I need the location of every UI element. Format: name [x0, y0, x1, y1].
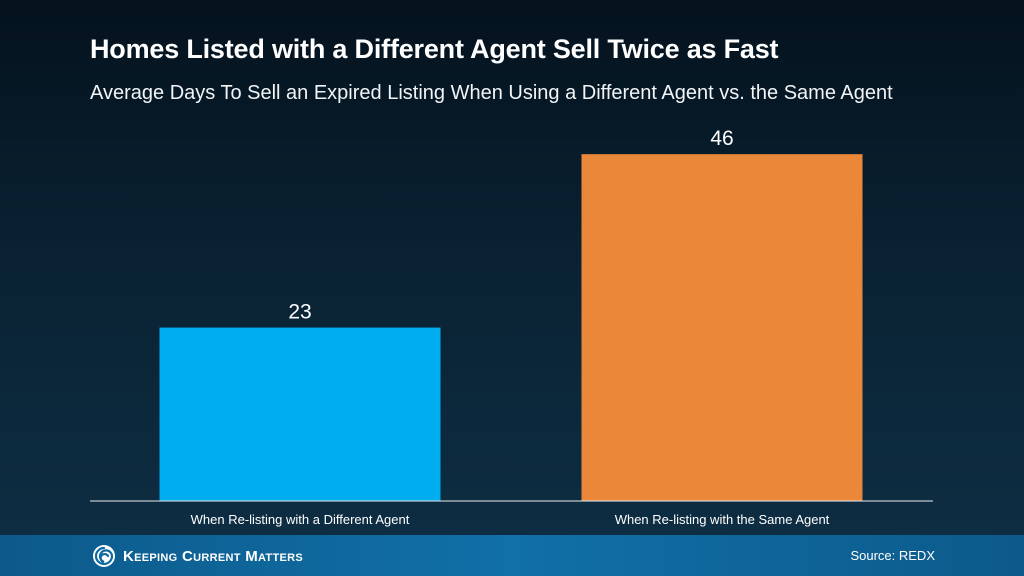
data-label-2: 46 [710, 127, 733, 150]
bar-2 [581, 154, 863, 501]
brand-logo: Keeping Current Matters [92, 544, 303, 568]
spiral-logo-icon [93, 545, 115, 567]
footer-bar: Keeping Current Matters Source: REDX [0, 535, 1024, 576]
source-note: Source: REDX [850, 548, 935, 563]
chart-subtitle: Average Days To Sell an Expired Listing … [90, 82, 893, 104]
chart-title: Homes Listed with a Different Agent Sell… [90, 34, 779, 64]
bar-group [159, 154, 863, 501]
brand-name: Keeping Current Matters [123, 547, 303, 565]
bar-chart: 23 When Re-listing with a Different Agent… [90, 127, 933, 527]
label-group: 23 When Re-listing with a Different Agent… [191, 127, 830, 527]
data-label-1: 23 [288, 301, 311, 324]
category-label-2: When Re-listing with the Same Agent [615, 512, 830, 527]
category-label-1: When Re-listing with a Different Agent [191, 512, 410, 527]
bar-1 [159, 327, 441, 501]
